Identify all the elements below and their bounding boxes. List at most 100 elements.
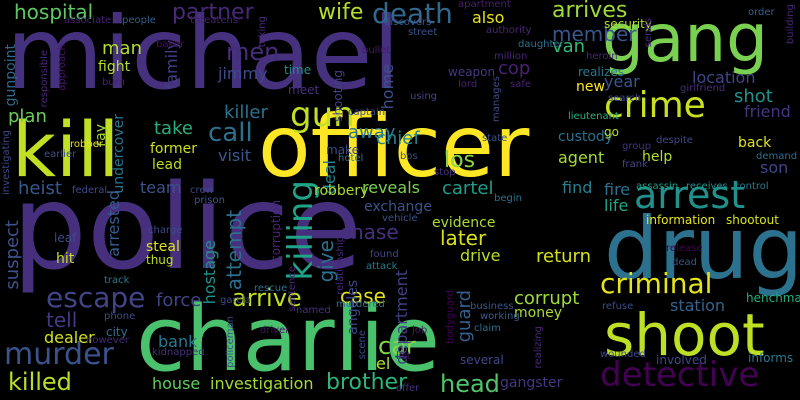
cloud-word-arrest: arrest bbox=[634, 173, 746, 217]
cloud-word-claim: claim bbox=[474, 323, 501, 334]
cloud-word-shoot: shoot bbox=[604, 301, 765, 369]
cloud-word-member: member bbox=[552, 22, 637, 46]
cloud-word-using: using bbox=[410, 91, 438, 102]
cloud-word-driver: driver bbox=[260, 325, 290, 336]
cloud-word-prison: prison bbox=[194, 195, 225, 206]
cloud-word-several: several bbox=[460, 353, 504, 367]
cloud-word-case: case bbox=[340, 284, 386, 308]
cloud-word-weapon: weapon bbox=[448, 65, 496, 79]
cloud-word-attempt: attempt bbox=[222, 210, 246, 291]
cloud-word-police: police bbox=[12, 158, 363, 296]
cloud-word-crime: crime bbox=[604, 85, 706, 126]
cloud-word-policeman: policeman bbox=[225, 316, 236, 368]
cloud-word-michael: michael bbox=[6, 0, 401, 112]
cloud-word-lord: lord bbox=[458, 79, 478, 90]
cloud-word-custody: custody bbox=[558, 129, 614, 145]
cloud-word-plan: plan bbox=[8, 106, 47, 127]
cloud-word-associate: associate bbox=[64, 15, 112, 26]
cloud-word-life: life bbox=[604, 196, 629, 215]
cloud-word-federal: federal bbox=[72, 185, 108, 196]
cloud-word-apartment: apartment bbox=[458, 0, 511, 10]
cloud-word-building: building bbox=[785, 4, 796, 45]
cloud-word-receives: receives bbox=[686, 181, 728, 192]
cloud-word-tell: tell bbox=[46, 308, 78, 332]
cloud-word-car: car bbox=[378, 332, 416, 360]
cloud-word-wounded: wounded bbox=[600, 349, 646, 360]
cloud-word-hit: hit bbox=[56, 251, 75, 267]
cloud-word-charlie: charlie bbox=[136, 287, 441, 392]
cloud-word-leaf: leaf bbox=[54, 231, 77, 245]
cloud-word-evidence: evidence bbox=[432, 215, 496, 231]
cloud-word-found: found bbox=[370, 249, 399, 260]
cloud-word-meet: meet bbox=[288, 83, 320, 97]
cloud-word-baker: baker bbox=[156, 39, 185, 50]
cloud-word-time: time bbox=[284, 63, 312, 77]
cloud-word-gang: gang bbox=[602, 0, 769, 77]
cloud-word-killer: killer bbox=[224, 102, 268, 123]
cloud-word-heist: heist bbox=[18, 178, 62, 199]
cloud-word-realizing: realizing bbox=[533, 326, 544, 369]
cloud-word-el: el bbox=[376, 354, 391, 373]
cloud-word-city: city bbox=[106, 325, 128, 339]
cloud-word-state: state bbox=[482, 133, 508, 144]
cloud-word-despite: despite bbox=[656, 135, 693, 146]
cloud-word-wife: wife bbox=[318, 0, 364, 25]
cloud-word-escape: escape bbox=[46, 281, 146, 314]
cloud-word-gun: gun bbox=[290, 95, 355, 135]
cloud-word-help: help bbox=[642, 149, 673, 165]
cloud-word-officer: officer bbox=[258, 97, 530, 197]
cloud-word-dealer: dealer bbox=[44, 328, 95, 347]
cloud-word-taking: taking bbox=[257, 16, 268, 48]
cloud-word-call: call bbox=[208, 118, 253, 148]
cloud-word-drive: drive bbox=[460, 246, 501, 265]
cloud-word-informs: informs bbox=[748, 351, 794, 365]
cloud-word-kidnapped: kidnapped bbox=[152, 347, 205, 358]
cloud-word-street: street bbox=[408, 27, 438, 38]
cloud-word-brother: brother bbox=[326, 370, 408, 395]
cloud-word-murder: murder bbox=[4, 337, 114, 372]
cloud-word-bank: bank bbox=[158, 332, 198, 351]
cloud-word-order: order bbox=[748, 7, 775, 18]
cloud-word-assassin: assassin bbox=[636, 181, 679, 192]
cloud-word-however: however bbox=[86, 335, 129, 346]
cloud-word-dead: dead bbox=[672, 257, 697, 268]
cloud-word-girlfriend: girlfriend bbox=[680, 83, 726, 94]
cloud-word-daughter: daughter bbox=[518, 39, 564, 50]
cloud-word-former: former bbox=[150, 141, 198, 157]
cloud-word-los: los bbox=[444, 148, 476, 173]
cloud-word-corruption: corruption bbox=[269, 200, 283, 262]
cloud-word-visit: visit bbox=[218, 146, 251, 165]
cloud-word-man: man bbox=[102, 38, 142, 59]
cloud-word-shot: shot bbox=[734, 86, 773, 107]
cloud-word-bodyguard: bodyguard bbox=[445, 290, 456, 344]
cloud-word-shooting: shooting bbox=[331, 70, 345, 122]
cloud-word-also: also bbox=[472, 8, 505, 27]
cloud-word-named: named bbox=[296, 305, 331, 316]
cloud-word-list: list bbox=[396, 351, 411, 362]
cloud-word-authority: authority bbox=[486, 25, 532, 36]
cloud-word-undercover: undercover bbox=[111, 114, 127, 194]
cloud-word-later: later bbox=[440, 226, 487, 250]
cloud-word-killed: killed bbox=[8, 368, 72, 396]
cloud-word-stop: stop bbox=[434, 167, 456, 178]
cloud-word-attack: attack bbox=[366, 261, 398, 272]
cloud-word-van: van bbox=[552, 36, 586, 57]
cloud-word-jimmy: jimmy bbox=[218, 64, 268, 83]
cloud-word-take: take bbox=[154, 118, 193, 139]
cloud-word-group: group bbox=[622, 141, 652, 152]
cloud-word-thug: thug bbox=[146, 253, 174, 267]
cloud-word-son: son bbox=[760, 158, 789, 177]
cloud-word-captain: captain bbox=[348, 107, 386, 118]
cloud-word-relationship: relationship bbox=[335, 236, 346, 295]
cloud-word-criminal: criminal bbox=[600, 267, 713, 300]
cloud-word-approach: approach bbox=[57, 44, 68, 91]
cloud-word-murdered: murdered bbox=[336, 299, 385, 310]
cloud-word-fire: fire bbox=[604, 180, 631, 199]
cloud-word-guard: guard bbox=[454, 290, 475, 343]
cloud-word-gangster: gangster bbox=[500, 375, 563, 391]
cloud-word-garcia: garcia bbox=[220, 295, 251, 306]
cloud-word-kill: kill bbox=[12, 105, 120, 194]
cloud-word-responsible: responsible bbox=[39, 50, 50, 108]
cloud-word-robber: robber bbox=[70, 139, 103, 150]
